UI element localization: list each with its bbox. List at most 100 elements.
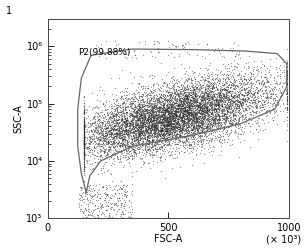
Point	[253, 79, 258, 83]
Point	[157, 120, 161, 124]
Point	[186, 98, 191, 102]
Point	[104, 192, 109, 196]
Point	[182, 122, 187, 126]
Point	[222, 92, 227, 96]
Point	[134, 154, 139, 158]
Point	[117, 136, 122, 140]
Point	[196, 130, 200, 134]
Point	[252, 75, 257, 79]
Point	[172, 127, 177, 131]
Point	[124, 141, 129, 145]
Point	[172, 134, 177, 138]
Point	[173, 100, 178, 104]
Point	[132, 127, 137, 131]
Point	[160, 107, 165, 111]
Point	[211, 83, 216, 87]
Point	[233, 85, 238, 89]
Point	[157, 133, 162, 137]
Point	[173, 108, 178, 112]
Point	[195, 108, 200, 112]
Point	[132, 147, 137, 151]
Point	[154, 125, 158, 129]
Point	[150, 142, 154, 146]
Point	[172, 89, 177, 93]
Point	[236, 105, 241, 109]
Point	[139, 111, 144, 115]
Point	[116, 160, 121, 164]
Point	[154, 129, 158, 133]
Point	[117, 114, 122, 118]
Point	[245, 88, 250, 92]
Point	[156, 86, 161, 90]
Point	[232, 118, 237, 122]
Point	[173, 78, 178, 82]
Point	[142, 86, 147, 90]
Point	[182, 86, 187, 89]
Point	[81, 142, 86, 146]
Point	[160, 94, 165, 98]
Point	[223, 91, 228, 95]
Point	[201, 102, 206, 106]
Point	[199, 97, 204, 101]
Point	[81, 165, 86, 169]
Point	[151, 119, 156, 123]
Point	[161, 105, 166, 109]
Point	[120, 124, 125, 128]
Point	[129, 126, 134, 130]
Point	[144, 121, 149, 125]
Point	[103, 139, 108, 143]
Point	[149, 136, 154, 140]
Point	[166, 129, 171, 133]
Point	[130, 147, 135, 151]
Point	[81, 120, 86, 124]
Point	[217, 93, 222, 97]
Point	[178, 115, 183, 119]
Point	[140, 108, 145, 112]
Point	[125, 146, 130, 150]
Point	[175, 84, 180, 87]
Point	[188, 118, 192, 122]
Point	[190, 104, 195, 108]
Point	[185, 86, 190, 90]
Point	[211, 96, 216, 100]
Point	[139, 94, 144, 98]
Point	[192, 124, 196, 128]
Point	[159, 122, 164, 126]
Point	[161, 138, 166, 142]
Point	[209, 102, 214, 106]
Point	[146, 125, 151, 129]
Point	[209, 105, 214, 109]
Point	[157, 98, 162, 102]
Point	[243, 99, 248, 103]
Point	[183, 90, 188, 94]
Point	[136, 103, 141, 107]
Point	[207, 108, 212, 112]
Point	[131, 106, 136, 110]
Point	[114, 97, 119, 101]
Point	[133, 133, 138, 137]
Point	[81, 136, 86, 140]
Point	[209, 81, 214, 85]
Point	[216, 102, 221, 106]
Point	[199, 108, 204, 112]
Point	[223, 96, 227, 100]
Point	[145, 108, 150, 112]
Point	[192, 104, 197, 108]
Point	[218, 124, 223, 128]
Point	[187, 113, 192, 117]
Point	[215, 129, 220, 133]
Point	[114, 119, 119, 123]
Point	[168, 114, 173, 118]
Point	[266, 80, 271, 84]
Point	[96, 114, 101, 118]
Point	[104, 126, 109, 130]
Point	[81, 108, 86, 112]
Point	[237, 96, 242, 100]
Point	[191, 104, 196, 108]
Point	[92, 137, 97, 141]
Point	[101, 130, 106, 134]
Point	[152, 125, 157, 129]
Point	[169, 127, 174, 131]
Point	[161, 115, 166, 119]
Point	[153, 138, 158, 142]
